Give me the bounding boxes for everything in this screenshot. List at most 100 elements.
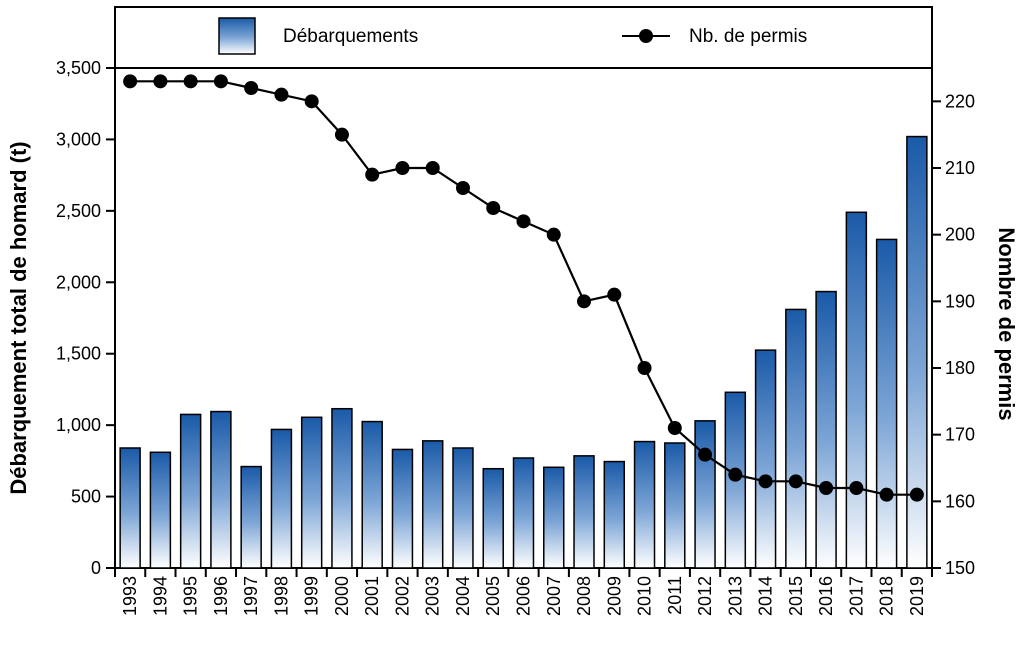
right-tick-label: 170 [945, 425, 975, 445]
permit-point-2001 [365, 167, 380, 182]
x-axis: 1993 1994 1995 1996 1997 1998 1999 2000 2001 2002… [114, 568, 933, 616]
right-tick-label: 220 [945, 91, 975, 111]
x-tick-label-2004: 2004 [453, 576, 473, 616]
permit-point-2018 [879, 487, 894, 502]
right-tick-label: 180 [945, 358, 975, 378]
bar-2008 [573, 455, 595, 569]
right-tick-label: 190 [945, 291, 975, 311]
bar-2001 [361, 420, 383, 569]
x-tick-label-2007: 2007 [544, 576, 564, 616]
permit-point-2012 [698, 447, 713, 462]
bar-1997 [240, 465, 262, 569]
x-tick-label-2016: 2016 [816, 576, 836, 616]
left-tick-label: 1,500 [56, 344, 101, 364]
x-tick-label-2018: 2018 [877, 576, 897, 616]
left-tick-label: 3,500 [56, 58, 101, 78]
x-tick-label-2009: 2009 [604, 576, 624, 616]
left-axis: 0 500 1,000 1,500 2,000 2,500 3,000 3,500 [56, 58, 115, 578]
bar-series [119, 135, 928, 569]
x-tick-label-1999: 1999 [302, 576, 322, 616]
bar-1996 [210, 410, 232, 569]
bar-2005 [482, 467, 504, 569]
permit-point-2016 [819, 481, 834, 495]
x-tick-label-1998: 1998 [271, 576, 291, 616]
bar-2004 [452, 447, 474, 569]
x-tick-label-2014: 2014 [756, 576, 776, 616]
permit-point-1996 [213, 74, 228, 89]
right-tick-label: 200 [945, 225, 975, 245]
right-tick-label: 160 [945, 491, 975, 511]
permit-point-2007 [546, 227, 561, 242]
x-tick-label-2010: 2010 [635, 576, 655, 616]
x-tick-label-2011: 2011 [665, 576, 685, 615]
permit-point-2009 [607, 287, 622, 302]
permit-point-2003 [425, 161, 440, 175]
bar-2000 [331, 407, 353, 569]
bar-1995 [179, 413, 202, 569]
bar-2009 [603, 460, 626, 569]
bar-1998 [270, 428, 293, 569]
bar-2014 [754, 349, 777, 569]
x-tick-label-1995: 1995 [181, 576, 201, 616]
x-tick-label-2013: 2013 [725, 576, 745, 616]
legend-bar-label: Débarquements [283, 26, 418, 47]
bar-2011 [664, 442, 686, 569]
x-tick-label-2012: 2012 [695, 576, 715, 616]
right-tick-label: 150 [945, 558, 975, 578]
legend-bar-swatch [218, 17, 256, 55]
permit-point-2004 [455, 181, 470, 195]
permit-point-2013 [728, 467, 743, 482]
x-tick-label-1994: 1994 [150, 576, 170, 616]
permit-point-1995 [183, 74, 198, 89]
x-tick-label-2003: 2003 [423, 576, 443, 616]
bar-2006 [512, 457, 535, 569]
x-tick-label-2006: 2006 [514, 576, 534, 616]
bar-2003 [421, 440, 444, 569]
left-axis-title: Débarquement total de homard (t) [6, 141, 31, 494]
left-tick-label: 2,500 [56, 201, 101, 221]
x-tick-label-2005: 2005 [483, 576, 503, 616]
left-tick-label: 500 [71, 487, 101, 507]
permit-point-2008 [577, 294, 592, 309]
bar-1993 [119, 447, 141, 569]
x-tick-label-2017: 2017 [846, 576, 866, 616]
bar-2017 [845, 211, 868, 569]
permit-point-2010 [637, 361, 652, 375]
bar-2007 [543, 466, 565, 569]
left-tick-label: 3,000 [56, 129, 101, 149]
bar-2010 [633, 440, 656, 569]
line-series [123, 74, 924, 502]
permit-point-2015 [788, 474, 803, 489]
bar-2002 [391, 448, 414, 569]
permit-point-2011 [667, 421, 682, 435]
x-tick-label-2008: 2008 [574, 576, 594, 616]
x-tick-label-1993: 1993 [120, 576, 140, 616]
legend-line-marker [639, 29, 653, 43]
x-tick-label-1997: 1997 [241, 576, 261, 616]
legend-line-label: Nb. de permis [689, 26, 807, 47]
permit-point-1999 [304, 94, 319, 109]
x-tick-label-1996: 1996 [211, 576, 231, 616]
left-tick-label: 1,000 [56, 415, 101, 435]
permit-point-2000 [334, 127, 349, 142]
permit-point-1997 [244, 81, 259, 95]
right-tick-label: 210 [945, 158, 975, 178]
left-tick-label: 0 [91, 558, 101, 578]
permit-point-1993 [123, 74, 138, 89]
x-tick-label-2019: 2019 [907, 576, 927, 616]
bar-1999 [300, 416, 323, 569]
legend: Débarquements Nb. de permis [114, 6, 933, 69]
bar-1994 [149, 451, 172, 569]
x-tick-label-2002: 2002 [392, 576, 412, 616]
permit-point-2006 [516, 214, 531, 229]
bar-2019 [906, 135, 928, 569]
permit-point-1998 [274, 87, 289, 102]
x-tick-label-2001: 2001 [362, 576, 382, 616]
permit-point-1994 [153, 74, 168, 89]
permit-point-2019 [909, 487, 924, 502]
x-tick-label-2015: 2015 [786, 576, 806, 616]
bar-2018 [875, 238, 898, 569]
bar-2012 [694, 420, 716, 569]
right-axis-title: Nombre de permis [994, 227, 1019, 420]
